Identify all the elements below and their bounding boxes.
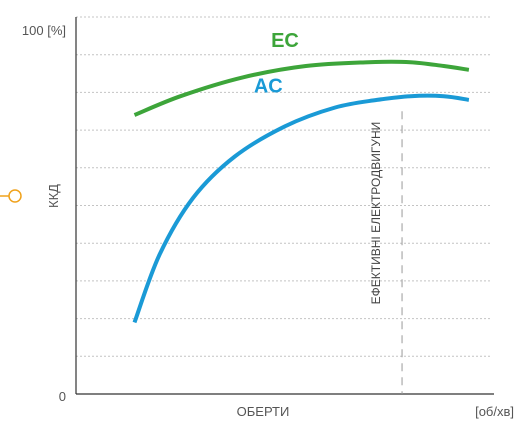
y-axis-marker — [0, 189, 22, 203]
y-tick-label-min: 0 — [59, 389, 66, 404]
y-axis-label: ККД — [46, 184, 61, 208]
annotation-label: ЕФЕКТИВНІ ЕЛЕКТРОДВИГУНИ — [369, 122, 383, 305]
x-axis-unit: [об/хв] — [475, 404, 514, 419]
series-layer: EC AC — [132, 30, 470, 324]
series-label-ac: AC — [254, 75, 283, 97]
y-tick-label-max: 100 [%] — [22, 23, 66, 38]
series-line-ac — [132, 93, 470, 324]
annotation: ЕФЕКТИВНІ ЕЛЕКТРОДВИГУНИ — [369, 111, 403, 394]
series-line-ec — [133, 59, 470, 117]
x-axis-label: ОБЕРТИ — [237, 404, 290, 419]
series-label-ec: EC — [271, 30, 299, 52]
grid — [76, 16, 492, 357]
